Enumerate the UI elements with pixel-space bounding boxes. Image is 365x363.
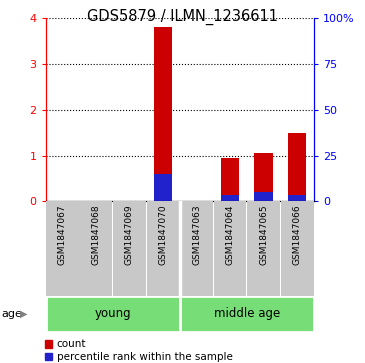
Bar — [113, 201, 146, 296]
Bar — [154, 27, 172, 201]
Text: GDS5879 / ILMN_1236611: GDS5879 / ILMN_1236611 — [87, 9, 278, 25]
Text: GSM1847063: GSM1847063 — [192, 204, 201, 265]
Text: GSM1847066: GSM1847066 — [293, 204, 301, 265]
Text: young: young — [95, 307, 131, 321]
Bar — [247, 201, 280, 296]
Text: age: age — [2, 309, 23, 319]
Bar — [254, 153, 273, 201]
Text: GSM1847067: GSM1847067 — [58, 204, 67, 265]
Text: GSM1847064: GSM1847064 — [226, 204, 235, 265]
Bar — [180, 296, 314, 332]
Text: middle age: middle age — [214, 307, 280, 321]
Bar — [46, 296, 180, 332]
Bar — [281, 201, 314, 296]
Bar — [288, 133, 306, 201]
Bar — [221, 195, 239, 201]
Text: ▶: ▶ — [20, 309, 28, 319]
Text: GSM1847069: GSM1847069 — [125, 204, 134, 265]
Bar — [147, 201, 180, 296]
Bar — [46, 201, 79, 296]
Bar — [221, 158, 239, 201]
Bar — [288, 195, 306, 201]
Text: GSM1847070: GSM1847070 — [158, 204, 168, 265]
Bar — [154, 174, 172, 201]
Text: GSM1847065: GSM1847065 — [259, 204, 268, 265]
Bar — [180, 201, 213, 296]
Bar — [80, 201, 112, 296]
Text: GSM1847068: GSM1847068 — [91, 204, 100, 265]
Bar — [254, 192, 273, 201]
Legend: count, percentile rank within the sample: count, percentile rank within the sample — [43, 338, 234, 363]
Bar — [214, 201, 246, 296]
